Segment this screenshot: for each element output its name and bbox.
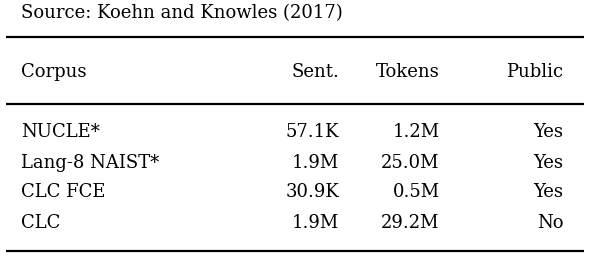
- Text: 57.1K: 57.1K: [286, 123, 339, 141]
- Text: Yes: Yes: [533, 154, 563, 172]
- Text: 1.2M: 1.2M: [392, 123, 440, 141]
- Text: 25.0M: 25.0M: [381, 154, 440, 172]
- Text: Corpus: Corpus: [21, 63, 86, 81]
- Text: Source: Koehn and Knowles (2017): Source: Koehn and Knowles (2017): [21, 4, 342, 22]
- Text: CLC FCE: CLC FCE: [21, 183, 105, 201]
- Text: Sent.: Sent.: [291, 63, 339, 81]
- Text: 0.5M: 0.5M: [392, 183, 440, 201]
- Text: Public: Public: [506, 63, 563, 81]
- Text: No: No: [537, 214, 563, 232]
- Text: Tokens: Tokens: [376, 63, 440, 81]
- Text: Yes: Yes: [533, 183, 563, 201]
- Text: 1.9M: 1.9M: [292, 154, 339, 172]
- Text: CLC: CLC: [21, 214, 60, 232]
- Text: Lang-8 NAIST*: Lang-8 NAIST*: [21, 154, 159, 172]
- Text: 30.9K: 30.9K: [286, 183, 339, 201]
- Text: Yes: Yes: [533, 123, 563, 141]
- Text: 1.9M: 1.9M: [292, 214, 339, 232]
- Text: 29.2M: 29.2M: [381, 214, 440, 232]
- Text: NUCLE*: NUCLE*: [21, 123, 100, 141]
